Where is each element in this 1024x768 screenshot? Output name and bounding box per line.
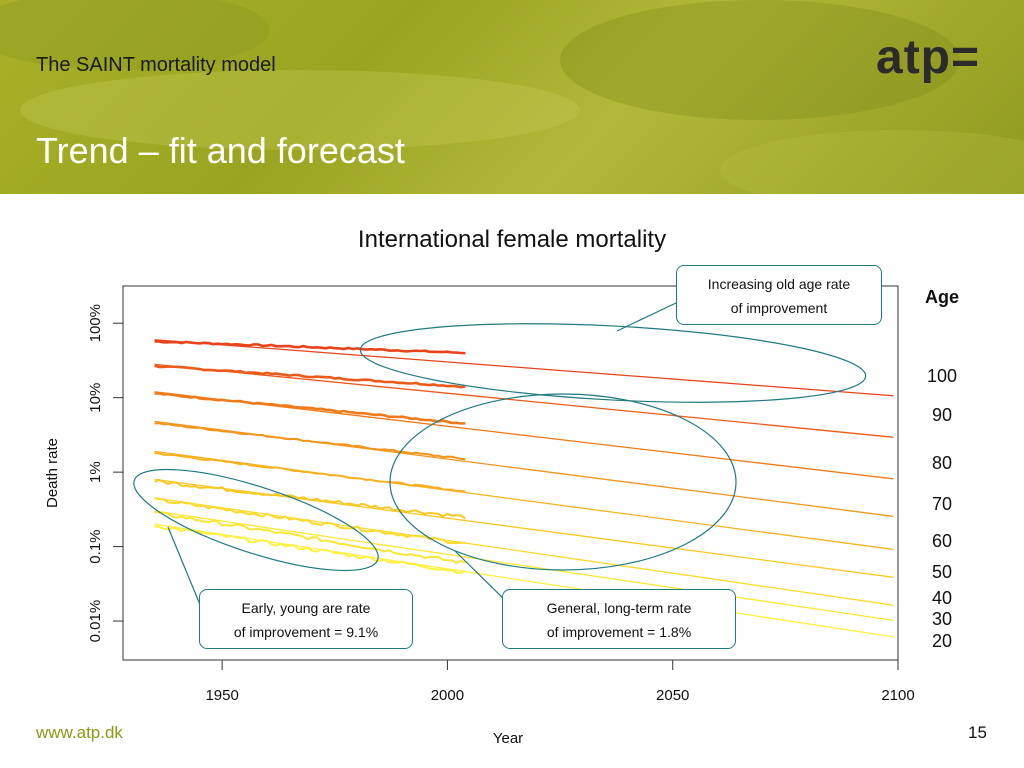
callout-young-line1: Early, young are rate xyxy=(241,600,371,616)
chart-title: International female mortality xyxy=(357,226,667,253)
ellipse-general xyxy=(389,393,737,571)
callout-old-age-line2: of improvement xyxy=(730,300,828,316)
y-tick-label: 10% xyxy=(87,383,104,413)
callout-general: General, long-term rate of improvement =… xyxy=(502,589,736,649)
y-axis-label: Death rate xyxy=(44,438,61,508)
callout-old-age-line1: Increasing old age rate xyxy=(707,276,851,292)
observed-line-age-30 xyxy=(154,511,466,565)
trend-line-age-20 xyxy=(154,523,894,638)
callout-young: Early, young are rate of improvement = 9… xyxy=(199,589,413,649)
trend-line-age-100 xyxy=(154,339,894,397)
callout-general-line1: General, long-term rate xyxy=(546,600,692,616)
legend-label-age-80: 80 xyxy=(932,453,952,473)
legend-label-age-20: 20 xyxy=(932,631,952,651)
ellipse-old-age xyxy=(359,323,867,403)
observed-line-age-50 xyxy=(154,478,466,520)
header-banner: The SAINT mortality model Trend – fit an… xyxy=(0,0,1024,194)
observed-line-age-20 xyxy=(154,525,466,574)
y-tick-label: 100% xyxy=(87,304,104,342)
y-tick-label: 0.1% xyxy=(87,529,104,563)
y-tick-label: 1% xyxy=(87,461,104,483)
observed-line-age-60 xyxy=(154,452,466,493)
trend-line-age-90 xyxy=(154,363,894,438)
legend-title: Age xyxy=(925,287,959,307)
legend-label-age-90: 90 xyxy=(932,405,952,425)
callout-general-line2: of improvement = 1.8% xyxy=(546,624,692,640)
observed-line-age-90 xyxy=(154,364,466,389)
legend-label-age-70: 70 xyxy=(932,494,952,514)
header-texture xyxy=(0,0,1024,194)
slide-title: Trend – fit and forecast xyxy=(36,130,405,171)
x-tick-label: 2050 xyxy=(656,687,689,704)
legend-label-age-50: 50 xyxy=(932,562,952,582)
trend-line-age-30 xyxy=(154,510,894,622)
page-number: 15 xyxy=(968,723,987,742)
callout-young-line2: of improvement = 9.1% xyxy=(233,624,379,640)
ellipse-young xyxy=(133,468,379,572)
slide-subtitle: The SAINT mortality model xyxy=(36,54,276,76)
x-tick-label: 2100 xyxy=(881,687,914,704)
plot-frame xyxy=(122,285,899,661)
observed-line-age-70 xyxy=(154,422,466,461)
x-tick-label: 1950 xyxy=(205,687,238,704)
legend-label-age-40: 40 xyxy=(932,588,952,608)
callout-old-age: Increasing old age rate of improvement xyxy=(676,265,882,325)
y-tick-label: 0.01% xyxy=(87,600,104,643)
observed-line-age-80 xyxy=(154,392,466,425)
connector-general xyxy=(454,550,511,606)
legend-label-age-100: 100 xyxy=(927,366,957,386)
connector-old-age xyxy=(616,302,677,332)
x-axis-label: Year xyxy=(493,730,523,747)
trend-line-age-40 xyxy=(154,497,894,606)
observed-line-age-100 xyxy=(154,340,466,355)
atp-logo: atp= xyxy=(876,31,981,84)
legend-label-age-60: 60 xyxy=(932,531,952,551)
footer-link[interactable]: www.atp.dk xyxy=(36,723,123,742)
connector-young xyxy=(167,526,204,613)
x-tick-label: 2000 xyxy=(431,687,464,704)
legend-label-age-30: 30 xyxy=(932,609,952,629)
observed-line-age-40 xyxy=(154,496,466,545)
trend-line-age-50 xyxy=(154,478,894,578)
